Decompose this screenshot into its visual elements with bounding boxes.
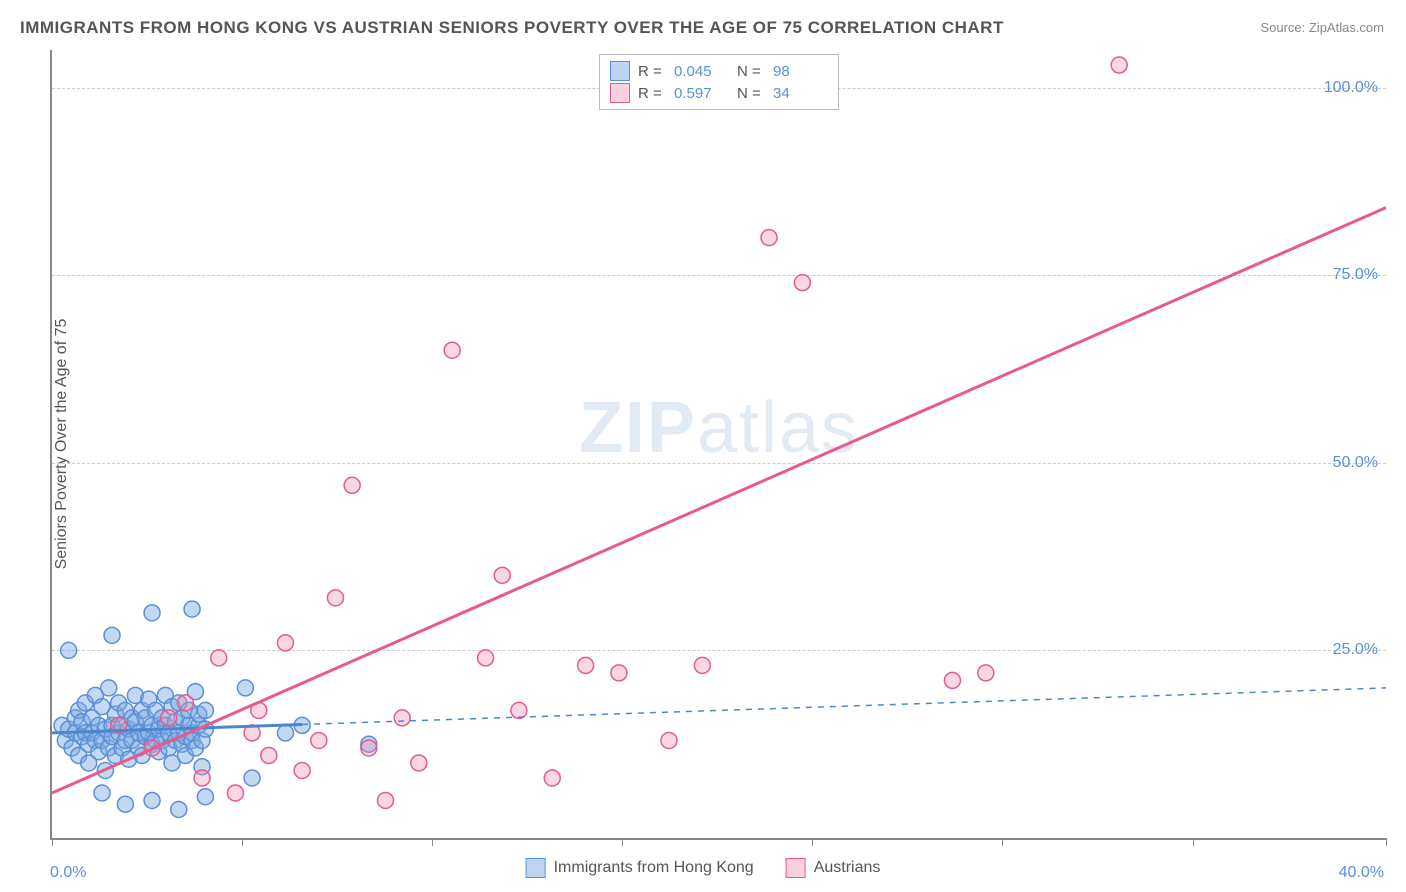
- n-label: N =: [737, 85, 765, 102]
- x-tick: [1002, 838, 1003, 846]
- x-tick: [1193, 838, 1194, 846]
- legend-row-series1: R = 0.045 N = 98: [610, 61, 828, 81]
- data-point: [144, 792, 160, 808]
- data-point: [478, 650, 494, 666]
- data-point: [294, 762, 310, 778]
- data-point: [197, 702, 213, 718]
- data-point: [277, 725, 293, 741]
- x-max-label: 40.0%: [1339, 864, 1384, 882]
- r-label: R =: [638, 63, 666, 80]
- data-point: [244, 770, 260, 786]
- chart-title: IMMIGRANTS FROM HONG KONG VS AUSTRIAN SE…: [20, 18, 1004, 38]
- source-label: Source:: [1260, 20, 1308, 35]
- swatch-icon: [526, 858, 546, 878]
- data-point: [978, 665, 994, 681]
- plot-area: Seniors Poverty Over the Age of 75 ZIPat…: [50, 50, 1386, 840]
- trend-line: [52, 208, 1386, 793]
- data-point: [327, 590, 343, 606]
- x-tick: [622, 838, 623, 846]
- x-tick: [812, 838, 813, 846]
- x-tick: [432, 838, 433, 846]
- x-tick: [242, 838, 243, 846]
- data-point: [361, 740, 377, 756]
- n-value-1: 98: [773, 63, 828, 80]
- x-tick: [1386, 838, 1387, 846]
- data-point: [194, 770, 210, 786]
- correlation-legend: R = 0.045 N = 98 R = 0.597 N = 34: [599, 54, 839, 110]
- source-name: ZipAtlas.com: [1309, 20, 1384, 35]
- data-point: [1111, 57, 1127, 73]
- r-value-1: 0.045: [674, 63, 729, 80]
- data-point: [144, 605, 160, 621]
- data-point: [161, 710, 177, 726]
- data-point: [794, 275, 810, 291]
- data-point: [611, 665, 627, 681]
- data-point: [184, 601, 200, 617]
- trend-line-extrapolated: [302, 688, 1386, 725]
- source-attribution: Source: ZipAtlas.com: [1260, 20, 1384, 35]
- legend-item-series2: Austrians: [786, 858, 881, 878]
- x-tick: [52, 838, 53, 846]
- data-point: [511, 702, 527, 718]
- plot-svg: [52, 50, 1386, 838]
- data-point: [494, 567, 510, 583]
- data-point: [104, 627, 120, 643]
- legend-label-2: Austrians: [814, 859, 881, 877]
- swatch-icon: [786, 858, 806, 878]
- r-label: R =: [638, 85, 666, 102]
- data-point: [61, 642, 77, 658]
- data-point: [378, 792, 394, 808]
- swatch-icon: [610, 61, 630, 81]
- data-point: [211, 650, 227, 666]
- data-point: [578, 657, 594, 673]
- legend-row-series2: R = 0.597 N = 34: [610, 83, 828, 103]
- n-value-2: 34: [773, 85, 828, 102]
- data-point: [944, 672, 960, 688]
- data-point: [411, 755, 427, 771]
- data-point: [394, 710, 410, 726]
- legend-item-series1: Immigrants from Hong Kong: [526, 858, 754, 878]
- data-point: [694, 657, 710, 673]
- data-point: [544, 770, 560, 786]
- r-value-2: 0.597: [674, 85, 729, 102]
- x-min-label: 0.0%: [50, 864, 86, 882]
- data-point: [261, 747, 277, 763]
- data-point: [227, 785, 243, 801]
- data-point: [101, 680, 117, 696]
- data-point: [197, 789, 213, 805]
- swatch-icon: [610, 83, 630, 103]
- data-point: [344, 477, 360, 493]
- data-point: [177, 695, 193, 711]
- data-point: [94, 785, 110, 801]
- n-label: N =: [737, 63, 765, 80]
- data-point: [277, 635, 293, 651]
- data-point: [237, 680, 253, 696]
- data-point: [761, 230, 777, 246]
- data-point: [171, 801, 187, 817]
- legend-label-1: Immigrants from Hong Kong: [554, 859, 754, 877]
- data-point: [311, 732, 327, 748]
- data-point: [661, 732, 677, 748]
- series-legend: Immigrants from Hong Kong Austrians: [526, 858, 881, 878]
- data-point: [444, 342, 460, 358]
- data-point: [117, 796, 133, 812]
